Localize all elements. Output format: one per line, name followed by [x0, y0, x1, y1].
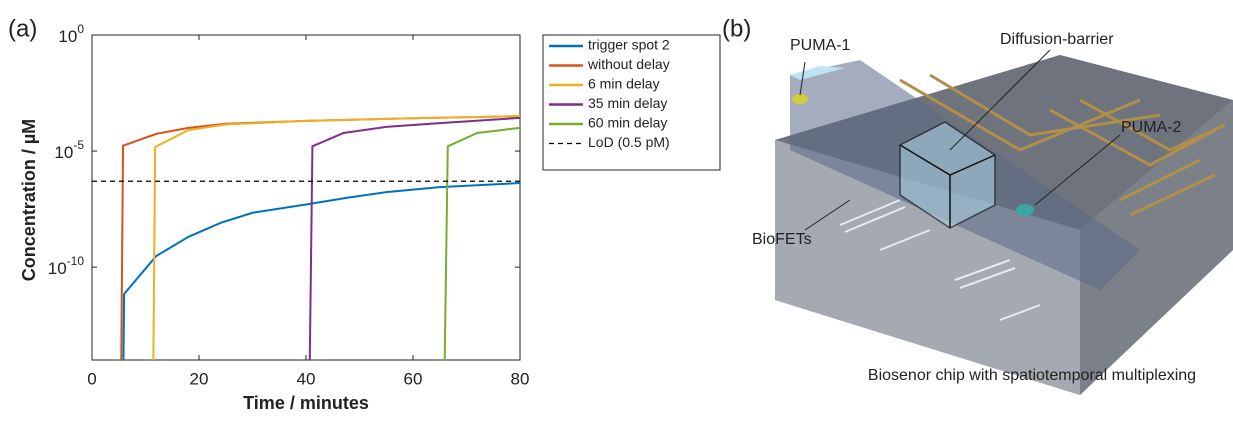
- y-tick-label: 10-5: [54, 138, 84, 162]
- x-tick-label: 40: [297, 369, 316, 388]
- y-tick-base: 10: [48, 260, 67, 279]
- legend-label: trigger spot 2: [588, 37, 670, 53]
- legend-label: 6 min delay: [588, 76, 660, 92]
- annotation: PUMA-2: [1121, 119, 1182, 136]
- series-line: [308, 116, 520, 360]
- caption: Biosenor chip with spatiotemporal multip…: [868, 367, 1196, 384]
- y-tick-exponent: 0: [77, 22, 84, 36]
- panel-label: (a): [8, 15, 37, 42]
- series-line: [443, 126, 520, 360]
- x-tick-label: 20: [190, 369, 209, 388]
- annotation: PUMA-1: [790, 37, 851, 54]
- legend-box: [542, 34, 721, 171]
- x-tick-label: 60: [404, 369, 423, 388]
- legend-label: 35 min delay: [588, 95, 667, 111]
- y-axis-label: Concentration / µM: [19, 119, 39, 281]
- x-axis-label: Time / minutes: [243, 393, 369, 413]
- y-tick-base: 10: [58, 27, 77, 46]
- y-tick-base: 10: [54, 144, 73, 163]
- chip-illustration: (b): [722, 15, 1233, 395]
- legend-label: LoD (0.5 pM): [588, 134, 670, 150]
- series-line: [152, 115, 520, 360]
- legend-label: without delay: [587, 56, 670, 72]
- annotation: BioFETs: [752, 231, 812, 248]
- annotation: Diffusion-barrier: [1000, 31, 1114, 48]
- y-tick-exponent: -10: [67, 254, 85, 268]
- y-tick-label: 100: [58, 22, 84, 46]
- x-tick-label: 80: [511, 369, 530, 388]
- y-tick-label: 10-10: [48, 254, 85, 278]
- legend-label: 60 min delay: [588, 115, 667, 131]
- panel-label: (b): [722, 15, 751, 42]
- series-line: [122, 182, 520, 360]
- plot-area: [92, 115, 520, 360]
- x-tick-label: 0: [87, 369, 96, 388]
- plot-box: [91, 34, 521, 361]
- y-tick-exponent: -5: [73, 138, 84, 152]
